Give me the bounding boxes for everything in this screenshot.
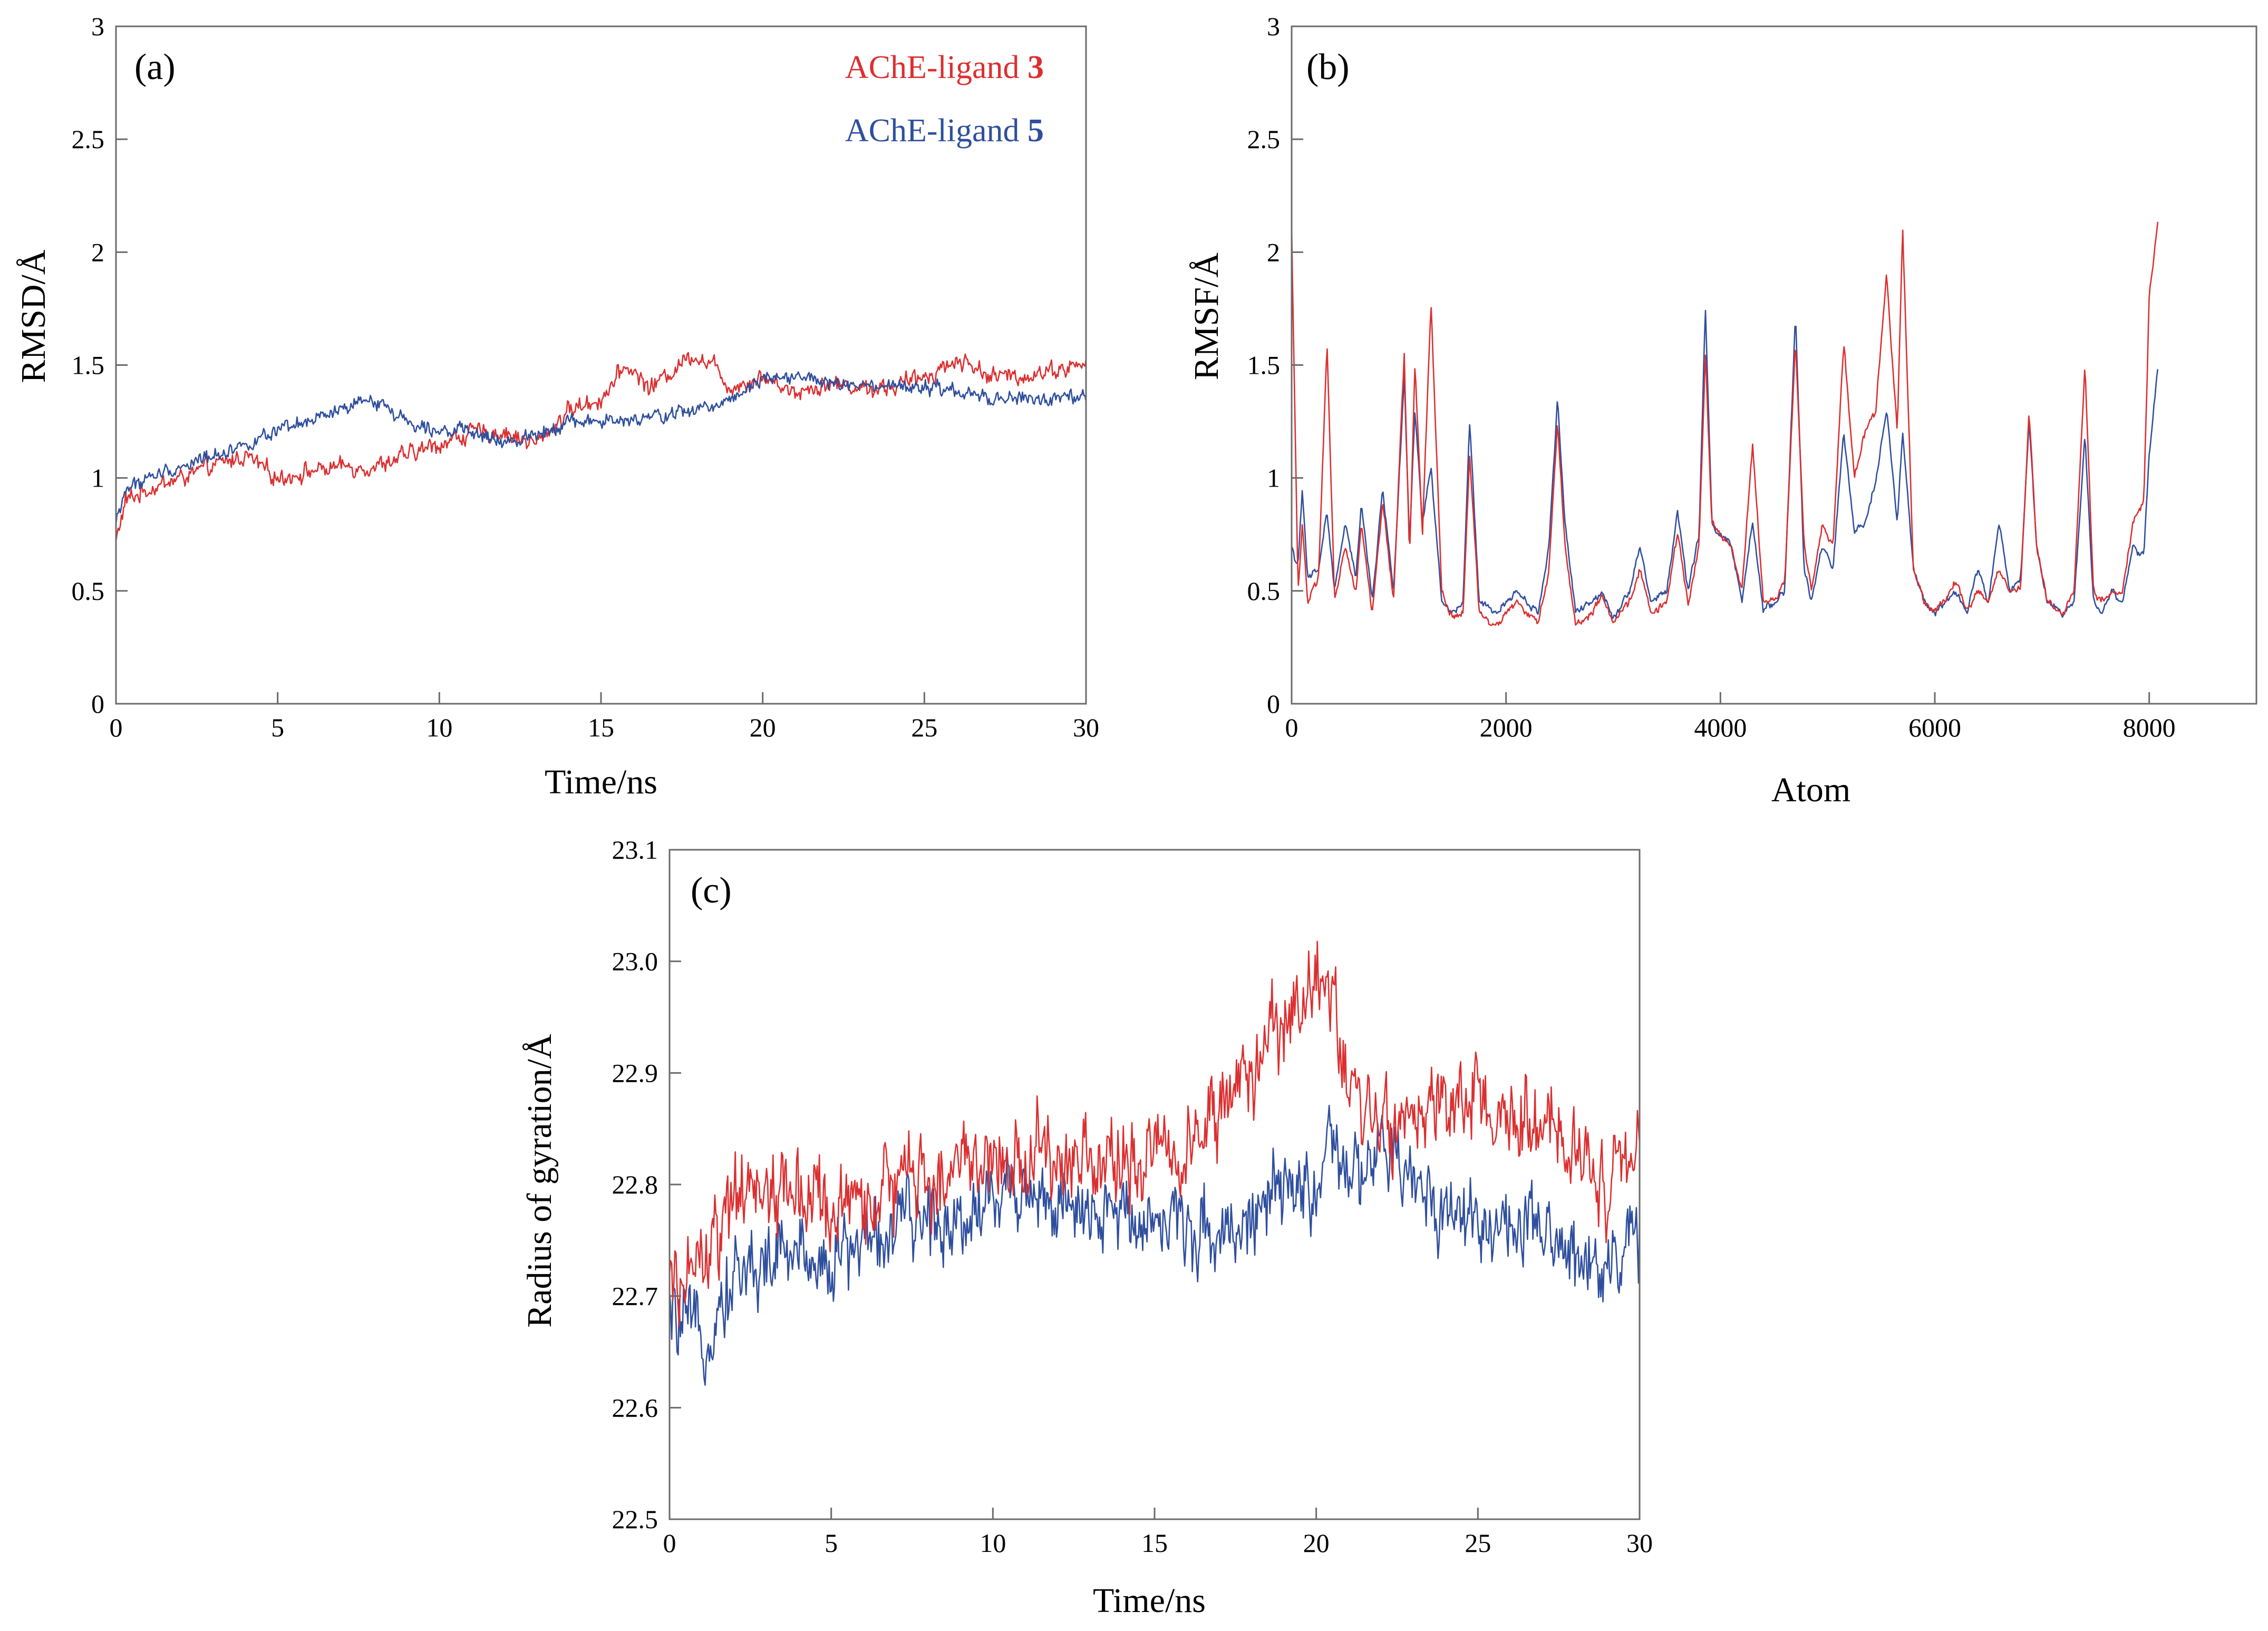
x-tick-label: 30 bbox=[1073, 713, 1099, 742]
x-tick-label: 25 bbox=[1465, 1528, 1491, 1558]
y-tick-label: 22.6 bbox=[612, 1393, 658, 1422]
x-tick-label: 15 bbox=[1141, 1528, 1168, 1558]
panel-a-series bbox=[115, 352, 1087, 542]
x-tick-label: 5 bbox=[825, 1528, 838, 1558]
panel-c-y-axis-title: Radius of gyration/Å bbox=[520, 1034, 559, 1328]
panel-b-x-axis-title: Atom bbox=[1771, 771, 1850, 809]
x-tick-label: 25 bbox=[911, 713, 937, 742]
x-tick-label: 0 bbox=[110, 713, 123, 742]
x-tick-label: 10 bbox=[980, 1528, 1006, 1558]
series-line-ache-ligand-3 bbox=[668, 940, 1641, 1327]
panel-b-plot-frame bbox=[1291, 25, 2257, 705]
panel-a-label: (a) bbox=[134, 47, 176, 88]
x-tick-label: 10 bbox=[426, 713, 452, 742]
x-tick-label: 15 bbox=[588, 713, 614, 742]
y-tick-label: 1 bbox=[1267, 463, 1280, 493]
x-tick-label: 2000 bbox=[1480, 713, 1533, 742]
y-tick-label: 22.8 bbox=[612, 1170, 658, 1199]
y-tick-label: 3 bbox=[1267, 12, 1280, 41]
y-tick-label: 23.0 bbox=[612, 947, 658, 976]
x-tick-label: 4000 bbox=[1694, 713, 1747, 742]
y-tick-label: 22.5 bbox=[612, 1504, 658, 1534]
legend-entry-ligand-3: AChE-ligand 3 bbox=[845, 50, 1044, 85]
x-tick-label: 0 bbox=[1285, 713, 1298, 742]
series-line-ache-ligand-5 bbox=[115, 371, 1087, 525]
y-tick-label: 3 bbox=[91, 12, 104, 41]
x-tick-label: 20 bbox=[750, 713, 776, 742]
series-line-ache-ligand-5 bbox=[1291, 309, 2159, 619]
legend-entry-ligand-3-text: AChE-ligand bbox=[845, 50, 1028, 85]
panel-c-series bbox=[668, 940, 1641, 1386]
series-line-ache-ligand-5 bbox=[668, 1104, 1641, 1386]
panel-c-plot-frame bbox=[668, 849, 1641, 1520]
panel-b-label: (b) bbox=[1306, 47, 1350, 88]
panel-c-x-axis-title: Time/ns bbox=[1093, 1581, 1206, 1620]
x-tick-label: 20 bbox=[1303, 1528, 1330, 1558]
y-tick-label: 1.5 bbox=[72, 351, 105, 380]
panel-b-series bbox=[1291, 221, 2159, 626]
panel-c-ticks: 0 5 10 15 20 25 30 22.5 22.6 22.7 22.8 22.9 23.0 23.1 bbox=[612, 835, 1653, 1558]
series-line-ache-ligand-3 bbox=[1291, 221, 2159, 626]
y-tick-label: 22.9 bbox=[612, 1058, 658, 1088]
y-tick-label: 2.5 bbox=[72, 124, 105, 154]
y-tick-label: 2 bbox=[1267, 237, 1280, 267]
panel-c-label: (c) bbox=[691, 870, 732, 911]
x-tick-label: 30 bbox=[1626, 1528, 1653, 1558]
legend-entry-ligand-5: AChE-ligand 5 bbox=[845, 113, 1044, 149]
y-tick-label: 2.5 bbox=[1247, 124, 1281, 154]
x-tick-label: 5 bbox=[271, 713, 284, 742]
panel-b-ticks: 0 2000 4000 6000 8000 0 0.5 1 1.5 2 2.5 3 bbox=[1247, 12, 2176, 742]
legend-entry-ligand-5-number: 5 bbox=[1028, 113, 1044, 149]
legend-entry-ligand-5-text: AChE-ligand bbox=[845, 113, 1028, 149]
panel-a-ticks: 0 5 10 15 20 25 30 0 0.5 1 1.5 2 2.5 3 bbox=[72, 12, 1100, 742]
y-tick-label: 22.7 bbox=[612, 1282, 658, 1311]
y-tick-label: 1.5 bbox=[1247, 351, 1281, 380]
x-tick-label: 0 bbox=[663, 1528, 676, 1558]
panel-a-x-axis-title: Time/ns bbox=[545, 763, 657, 801]
y-tick-label: 0 bbox=[91, 689, 104, 719]
y-tick-label: 0.5 bbox=[1247, 576, 1281, 606]
x-tick-label: 8000 bbox=[2123, 713, 2176, 742]
y-tick-label: 2 bbox=[91, 237, 104, 267]
y-tick-label: 0.5 bbox=[72, 576, 105, 606]
panel-a-rmsd: 0 5 10 15 20 25 30 0 0.5 1 1.5 2 2.5 3 (a) Time/ns RM… bbox=[14, 12, 1099, 801]
y-tick-label: 23.1 bbox=[612, 835, 658, 865]
panel-b-y-axis-title: RMSF/Å bbox=[1187, 253, 1226, 380]
panel-a-y-axis-title: RMSD/Å bbox=[14, 249, 53, 383]
x-tick-label: 6000 bbox=[1908, 713, 1961, 742]
series-line-ache-ligand-3 bbox=[115, 352, 1087, 542]
y-tick-label: 0 bbox=[1267, 689, 1280, 719]
panel-c-radius-of-gyration: 0 5 10 15 20 25 30 22.5 22.6 22.7 22.8 22.9 23.0 23.1… bbox=[520, 835, 1653, 1620]
legend-entry-ligand-3-number: 3 bbox=[1028, 50, 1044, 85]
legend: AChE-ligand 3 AChE-ligand 5 bbox=[845, 50, 1044, 149]
y-tick-label: 1 bbox=[91, 463, 104, 493]
